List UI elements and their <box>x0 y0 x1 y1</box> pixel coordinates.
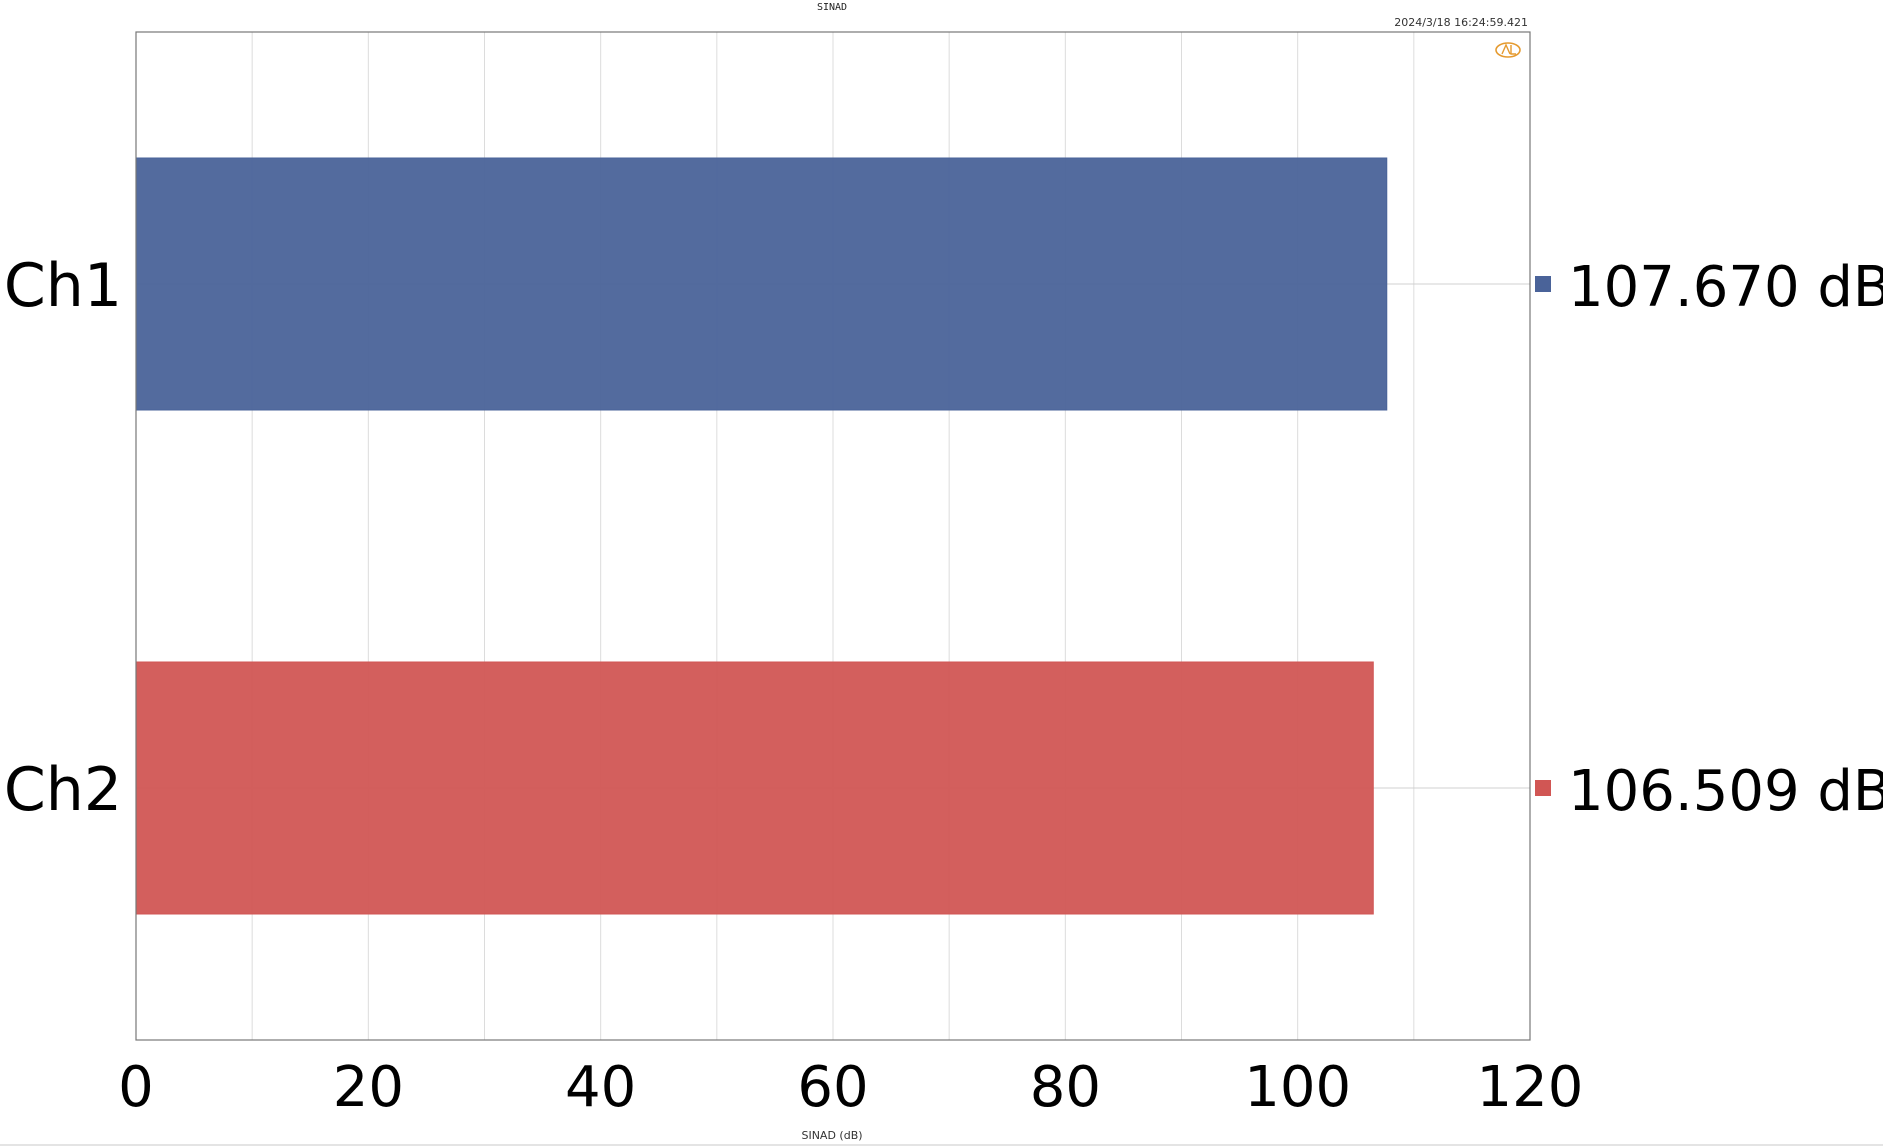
bar-ch2 <box>135 661 1374 915</box>
x-axis: 0 20 40 60 80 100 120 <box>118 1055 1583 1120</box>
value-labels: 107.670 dB 106.509 dB <box>1535 255 1883 824</box>
legend-swatch <box>1535 780 1551 796</box>
x-tick-label: 20 <box>333 1055 404 1120</box>
x-axis-label: SINAD (dB) <box>801 1129 862 1142</box>
logo-icon <box>1495 42 1521 58</box>
x-tick-label: 40 <box>565 1055 636 1120</box>
legend-swatch <box>1535 276 1551 292</box>
category-label: Ch2 <box>4 755 122 825</box>
x-tick-label: 60 <box>797 1055 868 1120</box>
x-tick-label: 120 <box>1477 1055 1584 1120</box>
chart-title: SINAD <box>817 2 847 13</box>
bars <box>135 157 1530 915</box>
x-tick-label: 100 <box>1244 1055 1351 1120</box>
plot-frame <box>135 31 1531 1041</box>
x-tick-label: 0 <box>118 1055 154 1120</box>
category-label: Ch1 <box>4 251 122 321</box>
category-labels: Ch1 Ch2 <box>4 251 122 825</box>
x-tick-label: 80 <box>1030 1055 1101 1120</box>
bar-ch1 <box>135 157 1388 411</box>
timestamp: 2024/3/18 16:24:59.421 <box>1394 16 1528 29</box>
value-label: 106.509 dB <box>1568 759 1883 824</box>
value-label: 107.670 dB <box>1568 255 1883 320</box>
